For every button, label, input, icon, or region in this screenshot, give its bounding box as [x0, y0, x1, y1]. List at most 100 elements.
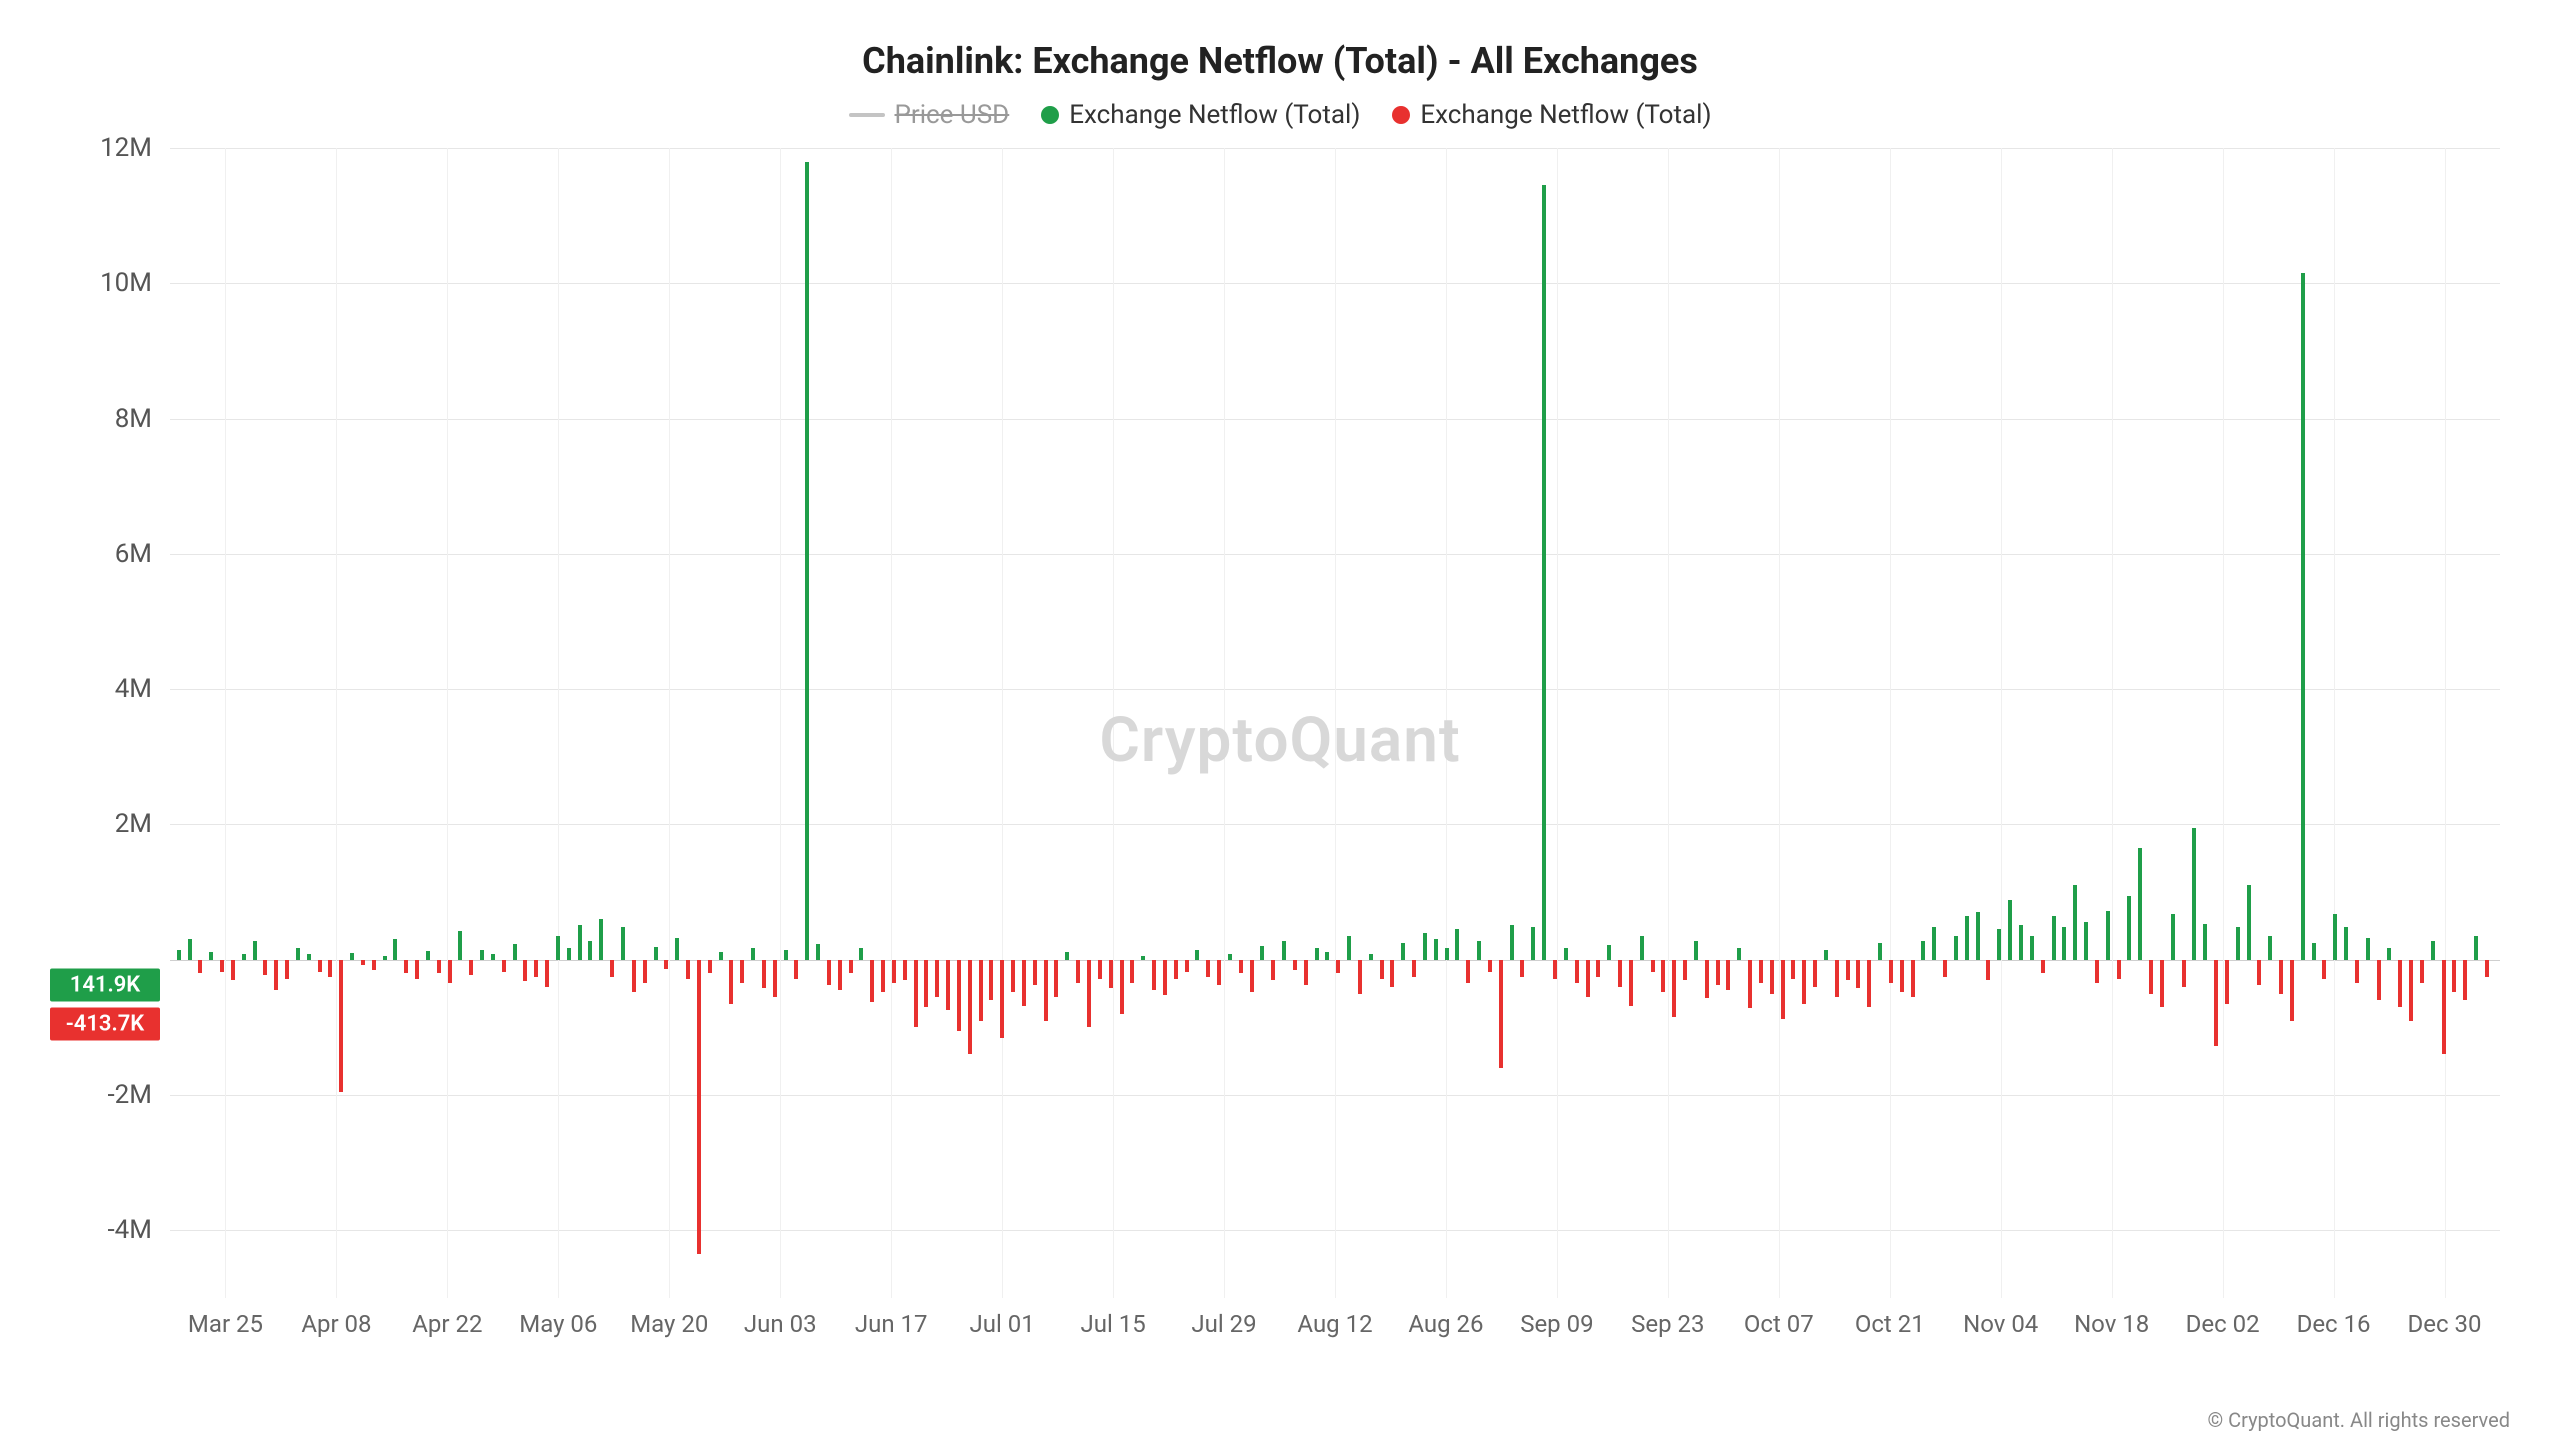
bar-positive[interactable]: [1282, 941, 1286, 960]
bar-negative[interactable]: [1054, 960, 1058, 997]
bar-negative[interactable]: [1304, 960, 1308, 986]
bar-negative[interactable]: [2041, 960, 2045, 974]
bar-positive[interactable]: [588, 941, 592, 960]
bar-negative[interactable]: [2442, 960, 2446, 1055]
bar-negative[interactable]: [979, 960, 983, 1021]
bar-positive[interactable]: [1921, 941, 1925, 960]
bar-positive[interactable]: [1997, 929, 2001, 959]
bar-negative[interactable]: [1867, 960, 1871, 1007]
bar-negative[interactable]: [914, 960, 918, 1028]
bar-negative[interactable]: [2257, 960, 2261, 986]
bar-negative[interactable]: [231, 960, 235, 980]
bar-positive[interactable]: [1531, 927, 1535, 959]
bar-positive[interactable]: [209, 952, 213, 960]
bar-negative[interactable]: [404, 960, 408, 974]
bar-negative[interactable]: [1629, 960, 1633, 1006]
bar-positive[interactable]: [2171, 914, 2175, 960]
bar-positive[interactable]: [1445, 948, 1449, 960]
bar-negative[interactable]: [1120, 960, 1124, 1014]
bar-negative[interactable]: [935, 960, 939, 997]
bar-negative[interactable]: [1185, 960, 1189, 972]
bar-positive[interactable]: [2127, 896, 2131, 960]
bar-negative[interactable]: [523, 960, 527, 982]
bar-negative[interactable]: [220, 960, 224, 972]
bar-negative[interactable]: [285, 960, 289, 979]
bar-negative[interactable]: [1412, 960, 1416, 977]
bar-negative[interactable]: [1011, 960, 1015, 992]
bar-positive[interactable]: [1347, 936, 1351, 960]
bar-positive[interactable]: [2236, 927, 2240, 959]
bar-positive[interactable]: [1369, 954, 1373, 959]
bar-negative[interactable]: [1044, 960, 1048, 1021]
bar-negative[interactable]: [1488, 960, 1492, 972]
bar-negative[interactable]: [1651, 960, 1655, 972]
bar-positive[interactable]: [2008, 900, 2012, 960]
bar-negative[interactable]: [1726, 960, 1730, 990]
bar-positive[interactable]: [1965, 916, 1969, 959]
bar-negative[interactable]: [1163, 960, 1167, 995]
bar-negative[interactable]: [903, 960, 907, 980]
bar-negative[interactable]: [1130, 960, 1134, 984]
bar-negative[interactable]: [2117, 960, 2121, 979]
bar-negative[interactable]: [318, 960, 322, 972]
bar-negative[interactable]: [2160, 960, 2164, 1007]
bar-positive[interactable]: [2301, 273, 2305, 960]
bar-negative[interactable]: [1033, 960, 1037, 986]
bar-positive[interactable]: [1455, 929, 1459, 959]
legend-item[interactable]: Exchange Netflow (Total): [1041, 100, 1360, 130]
bar-positive[interactable]: [2312, 943, 2316, 960]
bar-negative[interactable]: [2485, 960, 2489, 977]
bar-negative[interactable]: [1217, 960, 1221, 986]
bar-negative[interactable]: [1380, 960, 1384, 979]
bar-positive[interactable]: [719, 952, 723, 960]
bar-positive[interactable]: [2268, 936, 2272, 960]
bar-positive[interactable]: [2474, 936, 2478, 960]
bar-negative[interactable]: [448, 960, 452, 984]
bar-negative[interactable]: [1000, 960, 1004, 1038]
bar-positive[interactable]: [578, 925, 582, 960]
bar-negative[interactable]: [2377, 960, 2381, 1001]
bar-negative[interactable]: [361, 960, 365, 965]
bar-negative[interactable]: [1618, 960, 1622, 987]
bar-positive[interactable]: [1065, 952, 1069, 960]
bar-positive[interactable]: [1477, 941, 1481, 960]
bar-positive[interactable]: [2062, 927, 2066, 959]
bar-negative[interactable]: [610, 960, 614, 977]
bar-negative[interactable]: [827, 960, 831, 986]
bar-negative[interactable]: [708, 960, 712, 974]
bar-negative[interactable]: [989, 960, 993, 1001]
bar-positive[interactable]: [307, 954, 311, 960]
bar-negative[interactable]: [1802, 960, 1806, 1004]
bar-negative[interactable]: [1716, 960, 1720, 986]
bar-positive[interactable]: [784, 950, 788, 960]
bar-negative[interactable]: [1239, 960, 1243, 974]
bar-positive[interactable]: [1564, 948, 1568, 960]
bar-negative[interactable]: [1520, 960, 1524, 977]
legend-item[interactable]: Exchange Netflow (Total): [1392, 100, 1711, 130]
bar-positive[interactable]: [458, 931, 462, 959]
bar-negative[interactable]: [892, 960, 896, 984]
bar-negative[interactable]: [1152, 960, 1156, 990]
bar-negative[interactable]: [1586, 960, 1590, 997]
bar-negative[interactable]: [924, 960, 928, 1007]
bar-positive[interactable]: [2106, 911, 2110, 960]
bar-positive[interactable]: [177, 950, 181, 960]
bar-negative[interactable]: [729, 960, 733, 1004]
bar-negative[interactable]: [1293, 960, 1297, 970]
bar-positive[interactable]: [2344, 927, 2348, 959]
bar-positive[interactable]: [1954, 936, 1958, 960]
bar-positive[interactable]: [1141, 956, 1145, 960]
bar-negative[interactable]: [1791, 960, 1795, 979]
bar-negative[interactable]: [1672, 960, 1676, 1018]
bar-negative[interactable]: [415, 960, 419, 979]
bar-positive[interactable]: [1824, 950, 1828, 960]
bar-negative[interactable]: [1911, 960, 1915, 997]
bar-negative[interactable]: [664, 960, 668, 969]
bar-negative[interactable]: [1661, 960, 1665, 992]
bar-negative[interactable]: [794, 960, 798, 979]
bar-negative[interactable]: [1759, 960, 1763, 984]
bar-positive[interactable]: [1195, 950, 1199, 960]
bar-negative[interactable]: [1358, 960, 1362, 994]
bar-positive[interactable]: [2387, 948, 2391, 960]
bar-negative[interactable]: [263, 960, 267, 975]
